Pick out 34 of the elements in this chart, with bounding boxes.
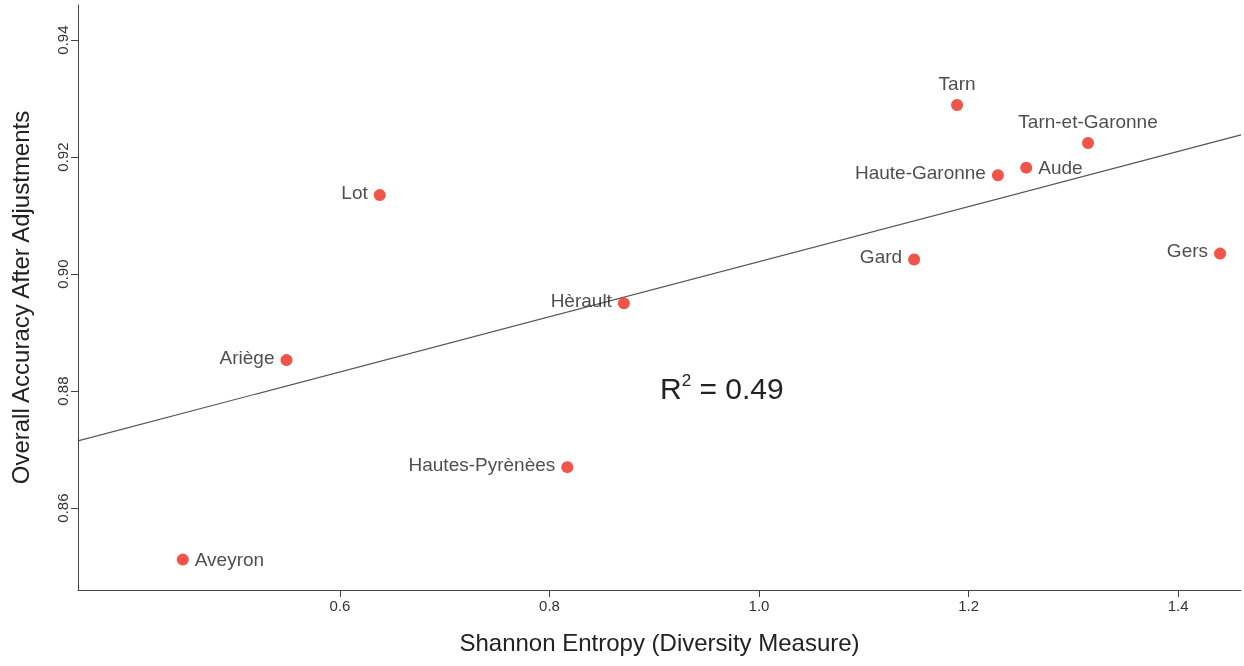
x-tick-label: 0.6 [329, 597, 351, 614]
annotation: Tarn-et-Garonne [1018, 111, 1158, 133]
annotation: Lot [341, 181, 369, 203]
point [1020, 161, 1033, 174]
annotation: Aude [1038, 157, 1083, 179]
x-axis-title: Shannon Entropy (Diversity Measure) [459, 628, 860, 656]
point [1082, 137, 1095, 150]
annotation: Hèrault [550, 289, 613, 311]
point [908, 253, 921, 266]
y-tick-label: 0.92 [54, 142, 71, 172]
annotation: Aveyron [194, 549, 265, 571]
y-tick-label: 0.94 [54, 25, 71, 55]
x-tick-label: 1.0 [748, 597, 770, 614]
point [373, 189, 386, 202]
y-tick-label: 0.86 [54, 493, 71, 523]
annotation: Gard [859, 245, 903, 267]
y-axis-title: Overall Accuracy After Adjustments [6, 110, 34, 485]
annotation: Hautes-Pyrènèes [408, 453, 556, 475]
point [561, 461, 574, 474]
y-tick-label: 0.90 [54, 259, 71, 289]
annotation: Gers [1166, 240, 1209, 262]
point [951, 99, 964, 112]
point [280, 354, 293, 367]
point [617, 297, 630, 310]
y-tick-label: 0.88 [54, 376, 71, 406]
x-tick-label: 0.8 [539, 597, 560, 614]
x-tick-label: 1.2 [958, 597, 980, 614]
point [1214, 247, 1227, 260]
point [176, 553, 189, 566]
point [991, 169, 1004, 182]
x-tick-label: 1.4 [1167, 597, 1189, 614]
annotation: Tarn [938, 73, 976, 95]
annotation: Ariège [219, 346, 275, 368]
annotation: Haute-Garonne [854, 161, 986, 183]
